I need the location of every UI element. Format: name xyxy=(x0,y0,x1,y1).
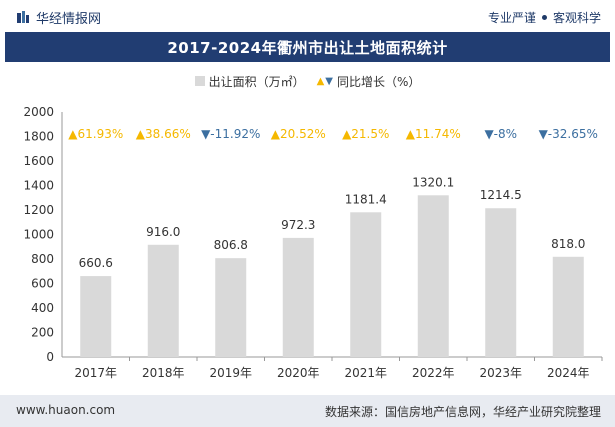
brand-name: 华经情报网 xyxy=(36,11,102,27)
tagline-left: 专业严谨 xyxy=(487,10,536,25)
growth-label: ▲11.74% xyxy=(406,127,461,141)
y-tick-label: 600 xyxy=(31,277,54,291)
top-bar: 华经情报网 专业严谨 客观科学 xyxy=(0,0,615,32)
x-tick-label: 2022年 xyxy=(412,366,455,380)
x-tick-label: 2021年 xyxy=(344,366,387,380)
bar-value-label: 806.8 xyxy=(214,238,248,252)
growth-label: ▼-11.92% xyxy=(201,127,260,141)
growth-label: ▼-8% xyxy=(484,127,517,141)
legend-bar-item: 出让面积（万㎡） xyxy=(194,73,305,90)
y-tick-label: 1800 xyxy=(23,130,54,144)
y-tick-label: 1200 xyxy=(23,203,54,217)
brand-logo-icon xyxy=(17,11,29,23)
y-tick-label: 0 xyxy=(46,350,54,364)
bar xyxy=(417,195,449,357)
legend-bar-label: 出让面积（万㎡） xyxy=(208,74,305,89)
legend-growth-label: 同比增长（%） xyxy=(337,74,421,89)
triangle-up-icon: ▲ xyxy=(316,75,325,87)
growth-label: ▼-32.65% xyxy=(539,127,598,141)
tagline-right: 客观科学 xyxy=(552,10,601,25)
bar-value-label: 818.0 xyxy=(551,237,585,251)
y-tick-label: 1400 xyxy=(23,179,54,193)
legend-growth-item: ▲ ▼ 同比增长（%） xyxy=(317,73,421,90)
y-tick-label: 2000 xyxy=(23,105,54,119)
x-tick-label: 2024年 xyxy=(547,366,590,380)
y-tick-label: 800 xyxy=(31,252,54,266)
legend-bar-swatch xyxy=(194,76,205,86)
bar xyxy=(80,276,112,357)
growth-label: ▲61.93% xyxy=(68,127,123,141)
y-tick-label: 400 xyxy=(31,301,54,315)
bar-value-label: 1320.1 xyxy=(412,175,454,189)
bar xyxy=(282,237,314,357)
brand: 华经情报网 xyxy=(16,8,102,27)
y-tick-label: 200 xyxy=(31,326,54,340)
x-tick-label: 2020年 xyxy=(277,366,320,380)
y-tick-label: 1000 xyxy=(23,228,54,242)
chart-legend: 出让面积（万㎡） ▲ ▼ 同比增长（%） xyxy=(0,70,615,92)
bar-value-label: 660.6 xyxy=(79,256,113,270)
bar-value-label: 972.3 xyxy=(281,218,315,232)
y-tick-label: 1600 xyxy=(23,154,54,168)
bar xyxy=(485,208,517,357)
growth-label: ▲20.52% xyxy=(271,127,326,141)
growth-label: ▲38.66% xyxy=(136,127,191,141)
x-tick-label: 2019年 xyxy=(209,366,252,380)
footer-url: www.huaon.com xyxy=(16,403,116,417)
bar xyxy=(147,244,179,357)
bar xyxy=(552,256,584,357)
dot-separator-icon xyxy=(541,14,547,20)
bar xyxy=(215,258,247,357)
bar-value-label: 916.0 xyxy=(146,225,180,239)
x-tick-label: 2023年 xyxy=(479,366,522,380)
chart-title: 2017-2024年衢州市出让土地面积统计 xyxy=(5,32,610,62)
bar-value-label: 1181.4 xyxy=(345,192,387,206)
footer: www.huaon.com 数据来源：国信房地产信息网，华经产业研究院整理 xyxy=(0,395,615,427)
bar xyxy=(350,212,382,357)
triangle-down-icon: ▼ xyxy=(325,75,333,87)
x-tick-label: 2018年 xyxy=(142,366,185,380)
growth-label: ▲21.5% xyxy=(342,127,389,141)
x-tick-label: 2017年 xyxy=(74,366,117,380)
bar-value-label: 1214.5 xyxy=(480,188,522,202)
footer-source: 数据来源：国信房地产信息网，华经产业研究院整理 xyxy=(324,405,601,419)
tagline: 专业严谨 客观科学 xyxy=(488,8,601,26)
